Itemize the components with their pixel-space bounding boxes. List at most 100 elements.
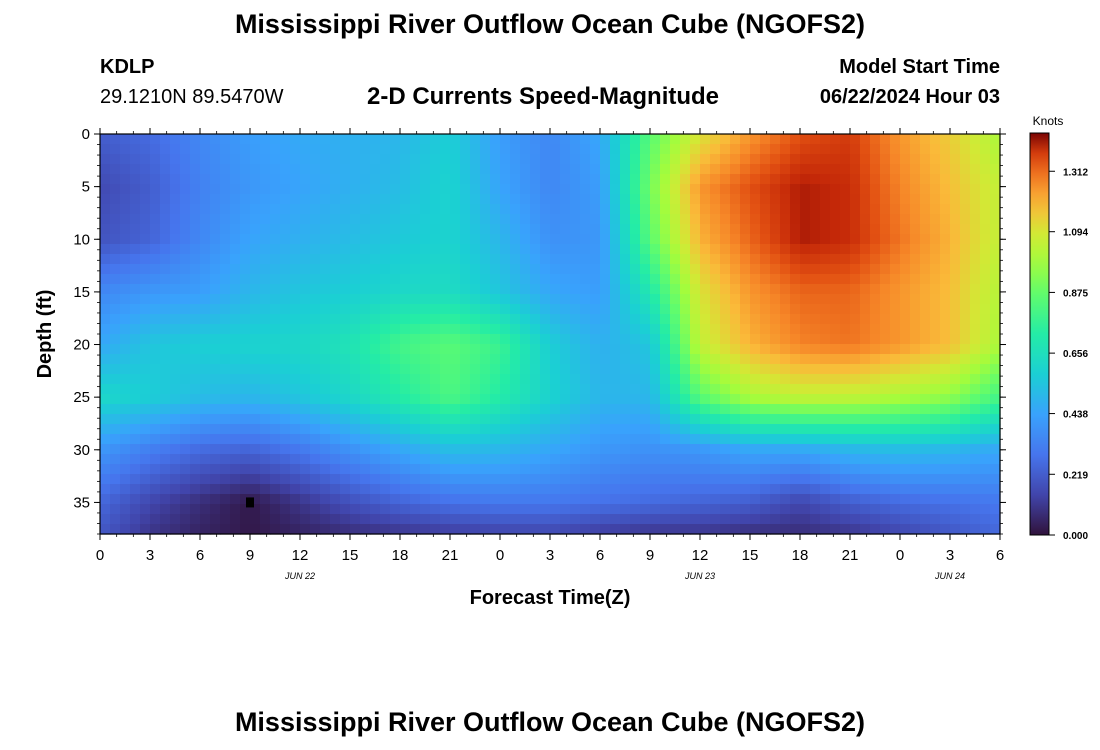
heatmap-cell [870, 344, 881, 355]
heatmap-cell [290, 474, 301, 485]
heatmap-cell [820, 324, 831, 335]
heatmap-cell [700, 404, 711, 415]
heatmap-cell [880, 304, 891, 315]
heatmap-cell [920, 334, 931, 345]
heatmap-cell [890, 394, 901, 405]
heatmap-cell [130, 274, 141, 285]
heatmap-cell [820, 224, 831, 235]
heatmap-cell [500, 384, 511, 395]
heatmap-cell [320, 154, 331, 165]
heatmap-cell [460, 194, 471, 205]
heatmap-cell [850, 184, 861, 195]
heatmap-cell [790, 364, 801, 375]
heatmap-cell [230, 414, 241, 425]
heatmap-cell [280, 214, 291, 225]
heatmap-cell [870, 384, 881, 395]
heatmap-cell [760, 504, 771, 515]
heatmap-cell [730, 214, 741, 225]
heatmap-cell [770, 294, 781, 305]
heatmap-cell [540, 234, 551, 245]
heatmap-cell [430, 154, 441, 165]
heatmap-cell [820, 314, 831, 325]
heatmap-cell [480, 184, 491, 195]
heatmap-cell [120, 144, 131, 155]
heatmap-cell [300, 304, 311, 315]
heatmap-cell [690, 314, 701, 325]
heatmap-cell [900, 454, 911, 465]
heatmap-cell [450, 324, 461, 335]
heatmap-cell [410, 284, 421, 295]
heatmap-cell [650, 234, 661, 245]
heatmap-cell [130, 254, 141, 265]
heatmap-cell [220, 314, 231, 325]
heatmap-cell [520, 204, 531, 215]
heatmap-cell [560, 284, 571, 295]
heatmap-cell [360, 414, 371, 425]
heatmap-cell [180, 444, 191, 455]
heatmap-cell [430, 484, 441, 495]
heatmap-cell [590, 364, 601, 375]
heatmap-cell [960, 394, 971, 405]
heatmap-cell [960, 224, 971, 235]
heatmap-cell [480, 374, 491, 385]
heatmap-cell [670, 464, 681, 475]
heatmap-cell [760, 524, 771, 535]
heatmap-cell [740, 184, 751, 195]
heatmap-cell [940, 514, 951, 525]
heatmap-cell [270, 384, 281, 395]
heatmap-cell [210, 224, 221, 235]
heatmap-cell [450, 514, 461, 525]
heatmap-cell [410, 184, 421, 195]
heatmap-cell [660, 334, 671, 345]
heatmap-cell [790, 184, 801, 195]
heatmap-cell [720, 294, 731, 305]
heatmap-cell [690, 434, 701, 445]
heatmap-cell [190, 204, 201, 215]
heatmap-cell [970, 354, 981, 365]
heatmap-cell [400, 374, 411, 385]
heatmap-cell [700, 144, 711, 155]
heatmap-cell [450, 394, 461, 405]
heatmap-cell [790, 374, 801, 385]
heatmap-cell [160, 284, 171, 295]
heatmap-cell [690, 154, 701, 165]
heatmap-cell [950, 144, 961, 155]
heatmap-cell [530, 174, 541, 185]
heatmap-cell [130, 464, 141, 475]
heatmap-cell [890, 484, 901, 495]
heatmap-cell [120, 304, 131, 315]
heatmap-cell [510, 524, 521, 535]
heatmap-cell [580, 204, 591, 215]
heatmap-cell [750, 304, 761, 315]
heatmap-cell [850, 194, 861, 205]
heatmap-cell [830, 364, 841, 375]
heatmap-cell [310, 164, 321, 175]
heatmap-cell [710, 514, 721, 525]
heatmap-cell [370, 524, 381, 535]
heatmap-cell [810, 524, 821, 535]
heatmap-cell [790, 454, 801, 465]
heatmap-cell [530, 484, 541, 495]
heatmap-cell [630, 304, 641, 315]
heatmap-cell [410, 364, 421, 375]
heatmap-cell [900, 524, 911, 535]
heatmap-cell [570, 314, 581, 325]
heatmap-cell [850, 404, 861, 415]
heatmap-cell [630, 524, 641, 535]
heatmap-cell [990, 244, 1001, 255]
heatmap-cell [400, 284, 411, 295]
heatmap-cell [600, 354, 611, 365]
heatmap-cell [790, 494, 801, 505]
heatmap-cell [370, 394, 381, 405]
heatmap-cell [690, 204, 701, 215]
heatmap-cell [400, 134, 411, 145]
heatmap-cell [600, 514, 611, 525]
heatmap-cell [660, 464, 671, 475]
heatmap-cell [210, 354, 221, 365]
heatmap-cell [990, 384, 1001, 395]
heatmap-cell [990, 504, 1001, 515]
heatmap-cell [830, 194, 841, 205]
heatmap-cell [620, 464, 631, 475]
heatmap-cell [790, 294, 801, 305]
heatmap-cell [440, 504, 451, 515]
